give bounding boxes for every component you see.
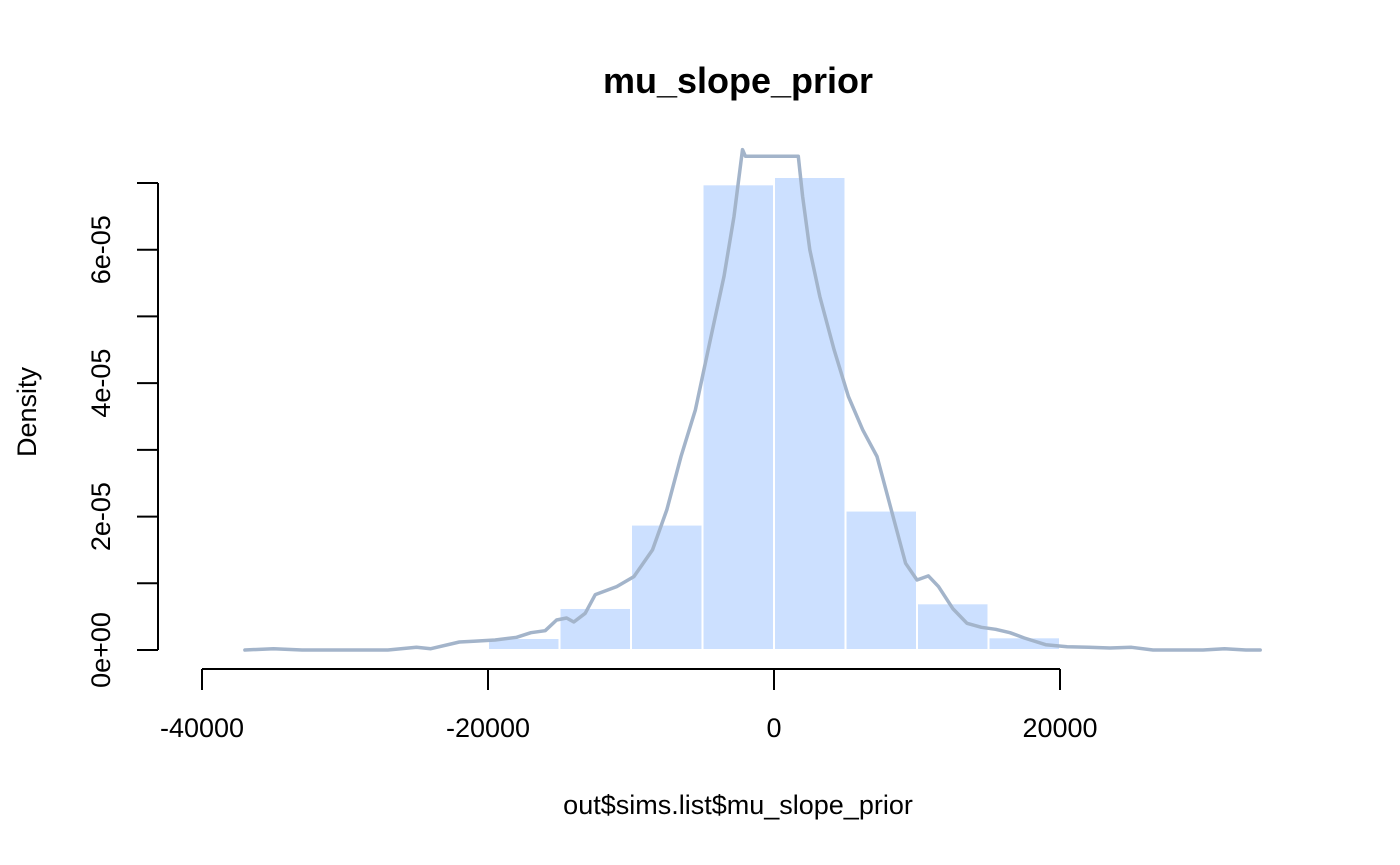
y-tick-label-4: 4e-05 [86, 349, 116, 418]
x-axis-label: out$sims.list$mu_slope_prior [563, 790, 913, 820]
y-axis: 0e+00 2e-05 4e-05 6e-05 [86, 182, 159, 688]
histogram-bar-9 [1059, 648, 1133, 652]
y-axis-label: Density [12, 366, 42, 457]
histogram-bar-3 [630, 523, 704, 652]
chart-title: mu_slope_prior [603, 60, 873, 101]
histogram-bar-2 [558, 606, 632, 651]
x-axis: -40000 -20000 0 20000 [160, 668, 1098, 743]
density-curve [243, 147, 1262, 652]
y-tick-label-2: 2e-05 [86, 482, 116, 551]
histogram-bar-6 [844, 509, 918, 651]
y-tick-label-6: 6e-05 [86, 215, 116, 284]
y-tick-label-0: 0e+00 [86, 612, 116, 688]
histogram-bars [415, 175, 1133, 652]
x-tick-label-0: -40000 [160, 713, 244, 743]
x-tick-label-3: 20000 [1022, 713, 1097, 743]
x-tick-label-2: 0 [766, 713, 781, 743]
histogram-bar-4 [701, 183, 775, 651]
plot-area [243, 147, 1262, 652]
x-tick-label-1: -20000 [446, 713, 530, 743]
